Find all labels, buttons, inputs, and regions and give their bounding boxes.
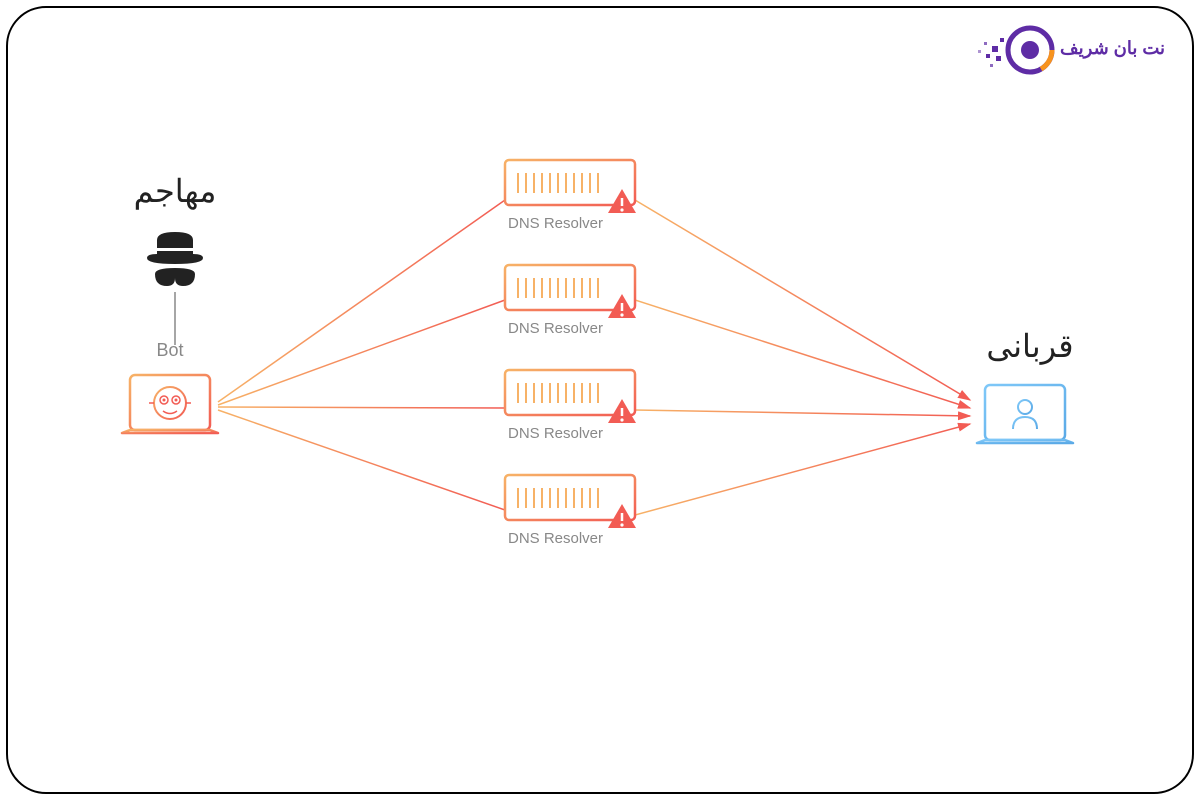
edges-resolvers-to-victim [635, 200, 970, 515]
dns-label-1: DNS Resolver [508, 215, 603, 232]
brand-logo-text: نت بان شریف [1060, 38, 1165, 59]
dns-label-3: DNS Resolver [508, 425, 603, 442]
dns-label-2: DNS Resolver [508, 320, 603, 337]
attacker-title: مهاجم [120, 172, 230, 210]
bot-label: Bot [150, 340, 190, 361]
resolver-node-1 [505, 160, 636, 213]
resolver-node-3 [505, 370, 636, 423]
resolver-node-4 [505, 475, 636, 528]
resolver-node-2 [505, 265, 636, 318]
victim-node [977, 385, 1073, 443]
dns-label-4: DNS Resolver [508, 530, 603, 547]
brand-logo-icon [978, 28, 1052, 72]
diagram-svg [0, 0, 1200, 800]
bot-node [122, 375, 218, 433]
victim-title: قربانی [975, 327, 1085, 365]
attacker-icon [147, 232, 203, 345]
edges-bot-to-resolvers [218, 200, 505, 510]
